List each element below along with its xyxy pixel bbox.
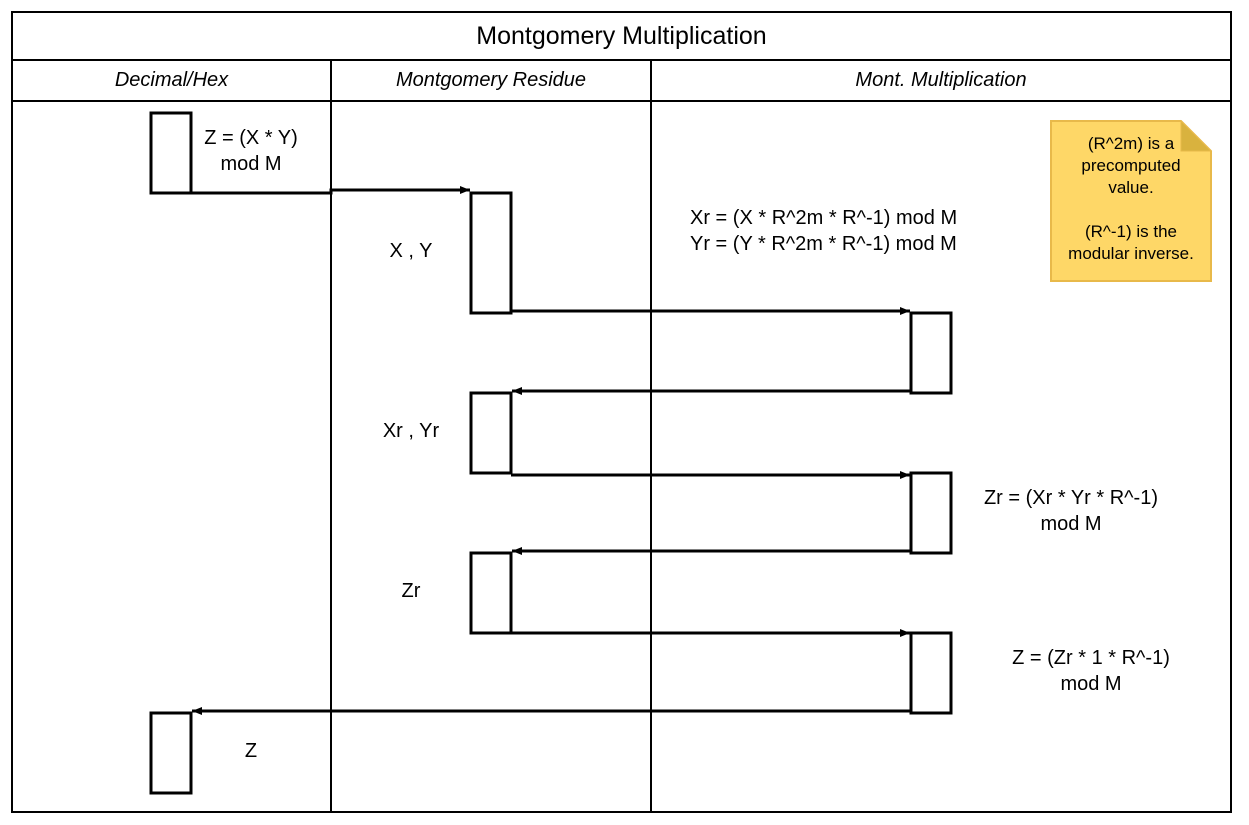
- conversion-formulas: Xr = (X * R^2m * R^-1) mod M Yr = (Y * R…: [690, 205, 1020, 257]
- activation-residue-2: [469, 391, 513, 475]
- activation-residue-1: [469, 191, 513, 315]
- z-formula-line1: Z = (X * Y): [204, 127, 298, 149]
- note-line-3: value.: [1108, 178, 1154, 197]
- xr-formula: Xr = (X * R^2m * R^-1) mod M: [690, 207, 958, 229]
- note-line-1: (R^2m) is a: [1087, 134, 1175, 153]
- zr-formula-line1: Zr = (Xr * Yr * R^-1): [983, 487, 1159, 509]
- arrow-to-residue-xy: [191, 186, 470, 195]
- sticky-note-text: (R^2m) is a precomputed value. (R^-1) is…: [1052, 133, 1210, 265]
- lane-header-mont-multiplication: Mont. Multiplication: [855, 68, 1027, 91]
- lane-header-montgomery-residue: Montgomery Residue: [395, 68, 587, 91]
- zr-formula-line2: mod M: [1040, 513, 1102, 535]
- diagram-border: [11, 11, 1232, 813]
- note-line-6: modular inverse.: [1068, 244, 1194, 263]
- sticky-note-fold: [1180, 119, 1213, 152]
- sticky-note: [1050, 120, 1212, 282]
- activation-decimal-end: [149, 711, 193, 795]
- activation-mont-1: [909, 311, 953, 395]
- z-final-formula-line2: mod M: [1060, 673, 1122, 695]
- z-formula-label: Z = (X * Y) mod M: [191, 125, 311, 177]
- note-line-5: (R^-1) is the: [1084, 222, 1178, 241]
- xy-label: X , Y: [389, 240, 433, 262]
- activation-residue-3: [469, 551, 513, 635]
- zr-label: Zr: [401, 580, 421, 602]
- diagram-title: Montgomery Multiplication: [476, 21, 767, 50]
- lane-header-decimal-hex: Decimal/Hex: [114, 68, 229, 91]
- z-final-formula-label: Z = (Zr * 1 * R^-1) mod M: [981, 645, 1201, 697]
- note-line-spacer: [1052, 199, 1210, 221]
- activation-decimal-start: [149, 111, 193, 195]
- activation-mont-2: [909, 471, 953, 555]
- xr-yr-label: Xr , Yr: [382, 420, 440, 442]
- z-label: Z: [244, 740, 258, 762]
- z-formula-line2: mod M: [220, 153, 282, 175]
- z-final-formula-line1: Z = (Zr * 1 * R^-1): [1012, 647, 1170, 669]
- note-line-2: precomputed: [1081, 156, 1181, 175]
- activation-mont-3: [909, 631, 953, 715]
- yr-formula: Yr = (Y * R^2m * R^-1) mod M: [690, 233, 957, 255]
- zr-formula-label: Zr = (Xr * Yr * R^-1) mod M: [961, 485, 1181, 537]
